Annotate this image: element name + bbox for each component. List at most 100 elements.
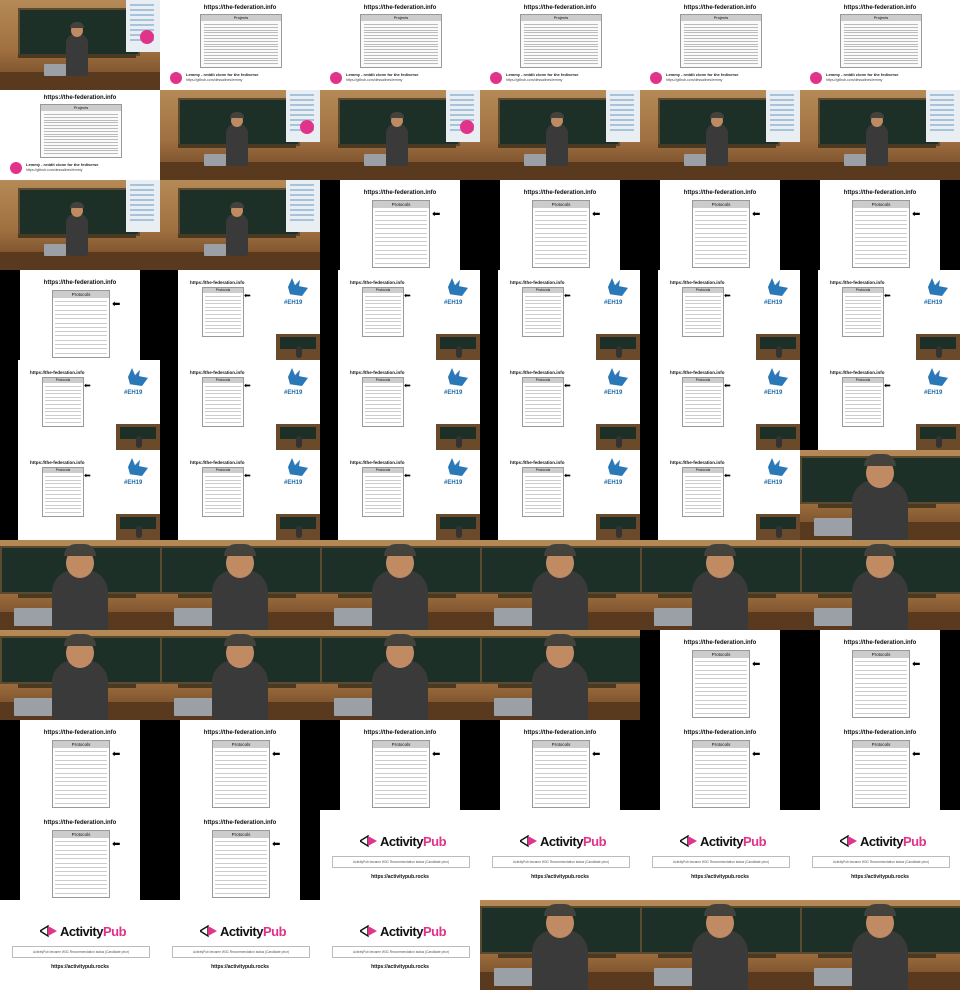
table-row xyxy=(55,313,107,315)
slide-url: https://the-federation.info xyxy=(510,370,565,375)
table-row xyxy=(685,328,721,330)
table-row xyxy=(45,422,81,423)
projects-table: Projects xyxy=(40,104,122,158)
table-row xyxy=(844,29,918,31)
wordmark-pub: Pub xyxy=(582,834,607,849)
camera-pip-inset xyxy=(276,514,320,540)
table-row xyxy=(845,306,881,308)
activitypub-logo-icon xyxy=(358,924,378,938)
protocols-table: Protocols xyxy=(52,290,110,358)
slide-url: https://the-federation.info xyxy=(190,370,245,375)
table-row xyxy=(685,404,721,405)
laptop xyxy=(494,968,534,986)
table-row xyxy=(44,128,118,129)
table-row xyxy=(44,125,118,127)
laptop xyxy=(174,698,214,716)
table-row xyxy=(215,785,267,787)
table-row xyxy=(205,386,241,387)
table-header: Protocols xyxy=(363,378,403,383)
table-row xyxy=(684,52,758,53)
speaker-body xyxy=(532,660,588,720)
table-row xyxy=(685,407,721,409)
protocols-table: Protocols xyxy=(362,287,404,337)
table-row xyxy=(685,414,721,416)
arrow-left-icon: ⬅ xyxy=(724,471,731,480)
frame-tile xyxy=(480,630,640,720)
lemmy-logo-icon xyxy=(460,120,474,134)
table-row xyxy=(364,46,438,48)
projection-screen xyxy=(286,180,320,232)
table-row xyxy=(685,504,721,506)
speaker-cap xyxy=(224,634,256,646)
frame-tile: ActivityPub ActivityPub became W3C Recomm… xyxy=(800,810,960,900)
table-row xyxy=(845,393,881,395)
frame-tile: https://the-federation.info Protocols ⬅ #EH… xyxy=(640,270,800,360)
table-row xyxy=(364,43,438,45)
table-row xyxy=(535,798,587,800)
table-row xyxy=(845,418,881,420)
table-header: Protocols xyxy=(533,741,589,748)
speaker-body xyxy=(532,930,588,990)
table-row xyxy=(204,57,278,59)
table-header: Protocols xyxy=(523,378,563,383)
table-row xyxy=(845,296,881,297)
table-row xyxy=(55,888,107,890)
table-row xyxy=(525,317,561,319)
arrow-left-icon: ⬅ xyxy=(112,299,121,310)
table-row xyxy=(215,862,267,864)
table-row xyxy=(685,501,721,503)
arrow-left-icon: ⬅ xyxy=(112,749,121,760)
table-row xyxy=(44,116,118,118)
table-row xyxy=(204,54,278,56)
lemmy-badge-icon xyxy=(170,72,182,84)
speaker-cap xyxy=(704,904,736,916)
slide-url: https://the-federation.info xyxy=(670,460,725,465)
table-row xyxy=(215,853,267,855)
table-row xyxy=(55,785,107,787)
table-row xyxy=(375,785,427,787)
slide-url: https://the-federation.info xyxy=(843,730,917,736)
laptop xyxy=(174,608,214,626)
table-row xyxy=(524,26,598,28)
slide-url: https://the-federation.info xyxy=(683,730,757,736)
laptop xyxy=(14,608,54,626)
slide-url: https://the-federation.info xyxy=(203,730,277,736)
table-row xyxy=(524,57,598,59)
table-row xyxy=(525,494,561,495)
frame-tile: https://the-federation.info Protocols ⬅ #EH… xyxy=(320,270,480,360)
frame-tile xyxy=(0,540,160,630)
table-header: Protocols xyxy=(373,201,429,208)
protocols-table: Protocols xyxy=(842,287,884,337)
table-row xyxy=(844,49,918,51)
table-row xyxy=(524,63,598,65)
frame-tile: https://the-federation.info Protocols ⬅ #EH… xyxy=(800,270,960,360)
table-header: Protocols xyxy=(693,201,749,208)
table-row xyxy=(205,411,241,413)
table-row xyxy=(45,504,81,506)
letterbox-left xyxy=(0,810,20,900)
frame-tile xyxy=(800,450,960,540)
letterbox-left xyxy=(800,630,820,720)
table-row xyxy=(695,781,747,783)
table-row xyxy=(844,63,918,65)
protocols-table: Protocols xyxy=(212,740,270,808)
eh19-tag: #EH19 xyxy=(604,480,623,486)
table-row xyxy=(535,219,587,221)
table-row xyxy=(375,763,427,765)
frame-tile xyxy=(480,900,640,990)
table-row xyxy=(365,494,401,495)
speaker-cap xyxy=(704,544,736,556)
table-row xyxy=(844,54,918,56)
table-header: Protocols xyxy=(203,468,243,473)
table-row xyxy=(375,768,427,770)
laptop xyxy=(334,698,374,716)
table-row xyxy=(684,46,758,48)
table-row xyxy=(205,393,241,395)
table-row xyxy=(364,24,438,25)
table-row xyxy=(525,483,561,485)
table-row xyxy=(55,331,107,333)
table-row xyxy=(845,310,881,312)
slide-url: https://the-federation.info xyxy=(523,5,597,11)
table-row xyxy=(204,38,278,39)
table-row xyxy=(535,249,587,251)
